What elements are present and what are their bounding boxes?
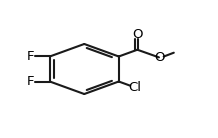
Text: O: O xyxy=(155,51,165,64)
Text: Cl: Cl xyxy=(128,81,141,94)
Text: F: F xyxy=(27,50,34,63)
Text: O: O xyxy=(132,28,143,41)
Text: F: F xyxy=(27,75,34,88)
